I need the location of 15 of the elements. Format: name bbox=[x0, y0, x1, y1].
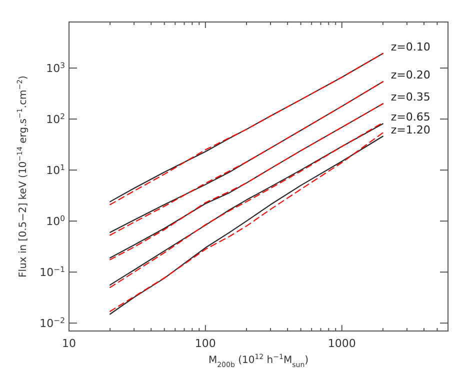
y-tick-label: 10$^{1}$ bbox=[46, 162, 66, 178]
y-tick-label: 10$^{−2}$ bbox=[40, 316, 66, 330]
x-tick-label: 100 bbox=[194, 337, 216, 350]
series-label: z=0.35 bbox=[390, 90, 430, 104]
series-label: z=0.10 bbox=[390, 40, 430, 54]
x-tick-label: 10 bbox=[62, 337, 76, 350]
text: M$_{200b}$ (10$^{12}$ h$^{−1}$M$_{sun}$) bbox=[208, 353, 309, 369]
x-tick-label: 1000 bbox=[328, 337, 356, 350]
y-tick-label: 10$^{−1}$ bbox=[40, 264, 66, 280]
series-label: z=0.65 bbox=[390, 110, 430, 124]
y-tick-label: 10$^{3}$ bbox=[46, 60, 66, 76]
series-label: z=0.20 bbox=[390, 68, 430, 82]
y-tick-label: 10$^{2}$ bbox=[46, 112, 66, 126]
y-tick-label: 10$^{0}$ bbox=[46, 214, 66, 228]
series-label: z=1.20 bbox=[390, 123, 430, 136]
